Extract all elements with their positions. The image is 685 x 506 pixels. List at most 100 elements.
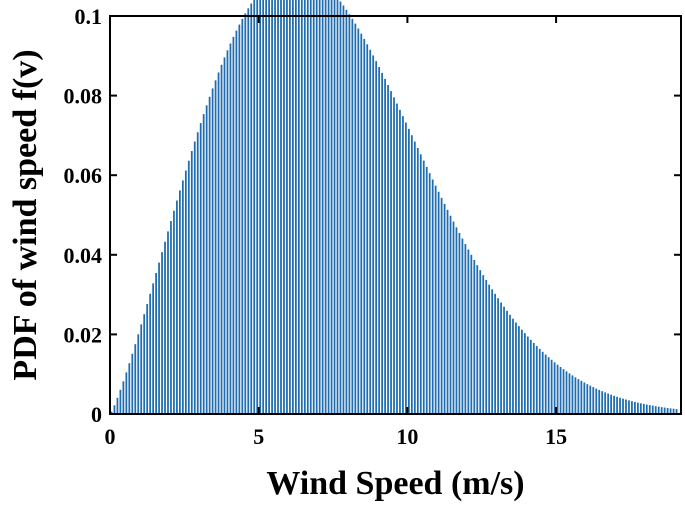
pdf-bar	[402, 116, 404, 414]
pdf-bar	[357, 28, 360, 414]
pdf-bar	[390, 91, 392, 415]
pdf-bar	[518, 326, 520, 414]
pdf-bar	[164, 241, 166, 414]
pdf-bar	[393, 97, 395, 414]
pdf-bar	[422, 160, 425, 414]
x-tick-label: 10	[396, 424, 418, 449]
pdf-bar	[205, 105, 208, 414]
pdf-bar	[541, 351, 544, 414]
pdf-bar	[321, 0, 324, 414]
pdf-bar	[467, 249, 470, 414]
pdf-bar	[651, 405, 654, 414]
pdf-bar	[464, 244, 467, 414]
pdf-bar	[155, 273, 157, 414]
pdf-bar	[431, 179, 434, 414]
pdf-bar	[184, 170, 187, 414]
pdf-bar	[523, 333, 526, 414]
pdf-bar	[223, 57, 226, 414]
pdf-bar	[318, 0, 321, 415]
pdf-bar	[577, 379, 580, 414]
pdf-bar	[244, 13, 247, 415]
pdf-bar	[583, 382, 586, 414]
x-tick-label: 5	[253, 424, 264, 449]
bars-group	[110, 0, 678, 415]
pdf-bar	[259, 0, 262, 414]
pdf-bar	[232, 36, 235, 415]
pdf-bar	[440, 197, 443, 414]
pdf-bar	[500, 302, 502, 414]
x-tick-label: 0	[105, 424, 116, 449]
pdf-bar	[384, 78, 386, 415]
pdf-bar	[199, 123, 202, 414]
pdf-bar	[562, 369, 565, 414]
pdf-bar	[446, 209, 449, 414]
x-axis-title: Wind Speed (m/s)	[266, 465, 524, 502]
pdf-bar	[345, 9, 348, 415]
pdf-bar	[158, 262, 160, 414]
pdf-bar	[211, 88, 214, 415]
y-tick-label: 0.04	[64, 243, 103, 268]
pdf-bar	[494, 293, 497, 414]
pdf-bar	[497, 298, 499, 414]
pdf-bar	[419, 154, 422, 415]
pdf-bar	[455, 227, 458, 414]
pdf-bar	[217, 72, 220, 415]
pdf-bar	[110, 411, 113, 414]
pdf-bar	[416, 147, 419, 414]
pdf-bar	[286, 0, 288, 414]
pdf-bar	[149, 293, 152, 414]
pdf-bar	[306, 0, 309, 415]
pdf-bar	[372, 55, 375, 414]
pdf-bar	[595, 388, 598, 414]
pdf-bar	[648, 405, 651, 414]
pdf-bar	[292, 0, 294, 414]
pdf-bar	[181, 180, 184, 414]
pdf-bar	[289, 0, 291, 414]
pdf-bar	[610, 394, 612, 414]
pdf-bar	[312, 0, 315, 415]
pdf-bar	[274, 0, 276, 414]
pdf-bar	[262, 0, 265, 414]
x-tick-label: 15	[545, 424, 567, 449]
pdf-bar	[330, 0, 333, 415]
pdf-bar	[247, 8, 250, 414]
pdf-bar	[283, 0, 285, 414]
pdf-bar	[336, 0, 339, 415]
pdf-bar	[190, 151, 193, 414]
pdf-bar	[238, 24, 241, 415]
pdf-bar	[488, 284, 491, 414]
pdf-bar	[116, 397, 119, 414]
pdf-bar	[354, 23, 357, 415]
pdf-bar	[170, 221, 172, 414]
pdf-bar	[571, 375, 574, 414]
pdf-bar	[485, 279, 488, 414]
pdf-bar	[378, 66, 381, 414]
pdf-bar	[214, 80, 217, 414]
pdf-bar	[176, 200, 178, 414]
pdf-bar	[196, 132, 199, 415]
pdf-bar	[300, 0, 303, 415]
pdf-bar	[512, 318, 514, 414]
pdf-bar	[425, 166, 428, 414]
pdf-bar	[294, 0, 297, 415]
pdf-bar	[604, 392, 607, 414]
pdf-bar	[161, 252, 163, 414]
pdf-bar	[645, 404, 648, 414]
pdf-bar	[342, 5, 345, 415]
pdf-bar	[482, 275, 485, 414]
pdf-bar	[280, 0, 282, 415]
pdf-bar	[625, 399, 627, 414]
pdf-bar	[634, 401, 636, 414]
pdf-bar	[580, 380, 583, 414]
pdf-bar	[324, 0, 327, 414]
pdf-bar	[375, 61, 378, 415]
plot-frame	[109, 15, 682, 415]
pdf-bar	[405, 122, 407, 414]
pdf-bar	[128, 363, 131, 414]
y-tick-label: 0.02	[64, 322, 103, 347]
pdf-bar	[360, 33, 363, 415]
pdf-bar	[592, 387, 595, 414]
pdf-bar	[506, 310, 508, 414]
pdf-bar	[179, 190, 181, 414]
pdf-bar	[535, 345, 538, 414]
